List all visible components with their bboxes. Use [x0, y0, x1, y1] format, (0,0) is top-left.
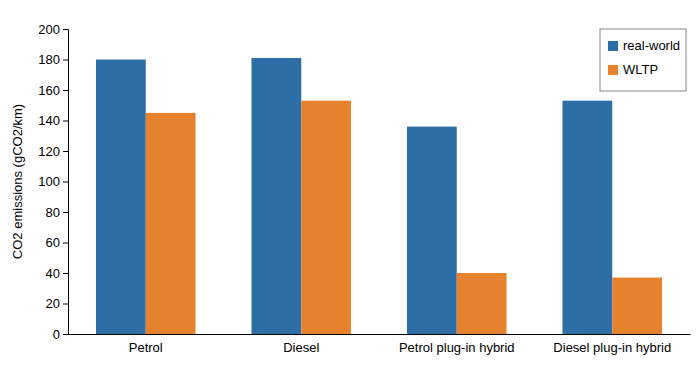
- plot: 020406080100120140160180200PetrolDieselP…: [38, 22, 690, 356]
- legend-item: WLTP: [608, 62, 658, 77]
- y-tick: 20: [46, 296, 68, 311]
- y-tick-label: 180: [38, 52, 60, 67]
- bar: [612, 278, 662, 334]
- y-tick-label: 120: [38, 144, 60, 159]
- legend-swatch: [608, 65, 618, 75]
- bars: [96, 58, 662, 334]
- y-tick-mark: [63, 121, 68, 122]
- y-tick-mark: [63, 334, 68, 335]
- y-tick-label: 140: [38, 113, 60, 128]
- y-tick: 120: [38, 144, 68, 159]
- y-tick: 100: [38, 174, 68, 189]
- y-tick-mark: [63, 273, 68, 274]
- y-tick: 80: [46, 205, 68, 220]
- y-tick-label: 0: [53, 327, 60, 342]
- chart: 020406080100120140160180200PetrolDieselP…: [0, 0, 700, 366]
- bar-series: [146, 101, 662, 334]
- y-tick-mark: [63, 304, 68, 305]
- y-tick-label: 80: [46, 205, 60, 220]
- legend-frame: [600, 29, 686, 91]
- x-tick-label: Petrol: [129, 340, 163, 355]
- x-tick: Diesel plug-in hybrid: [553, 334, 671, 355]
- y-axis-title: CO2 emissions (gCO2/km): [10, 104, 25, 259]
- y-tick-label: 200: [38, 22, 60, 37]
- legend-swatch: [608, 41, 618, 51]
- legend-item: real-world: [608, 38, 680, 53]
- y-tick-label: 60: [46, 235, 60, 250]
- y-tick: 0: [53, 327, 68, 342]
- bar: [96, 60, 146, 335]
- bar: [301, 101, 351, 334]
- y-tick-label: 20: [46, 296, 60, 311]
- y-tick-mark: [63, 182, 68, 183]
- x-tick: Petrol plug-in hybrid: [399, 334, 515, 355]
- y-tick-label: 40: [46, 266, 60, 281]
- x-tick-label: Diesel plug-in hybrid: [553, 340, 671, 355]
- bar: [457, 273, 507, 334]
- legend: real-world WLTP: [600, 29, 686, 91]
- y-tick: 180: [38, 52, 68, 67]
- y-tick-mark: [63, 243, 68, 244]
- x-axis: Petrol Diesel Petrol plug-in hybrid Diesel …: [69, 334, 691, 355]
- y-tick: 140: [38, 113, 68, 128]
- bar: [146, 113, 196, 334]
- legend-label: real-world: [623, 38, 680, 53]
- y-tick: 40: [46, 266, 68, 281]
- y-tick-label: 160: [38, 83, 60, 98]
- y-tick: 160: [38, 83, 68, 98]
- x-axis-line: [69, 334, 691, 335]
- y-tick: 60: [46, 235, 68, 250]
- bar: [251, 58, 301, 334]
- x-tick-label: Diesel: [283, 340, 319, 355]
- y-tick-mark: [63, 212, 68, 213]
- y-tick-mark: [63, 29, 68, 30]
- bar: [562, 101, 612, 334]
- x-tick-label: Petrol plug-in hybrid: [399, 340, 515, 355]
- y-axis-line: [63, 30, 69, 335]
- x-tick: Petrol: [129, 334, 163, 355]
- x-tick: Diesel: [283, 334, 319, 355]
- y-tick-mark: [63, 151, 68, 152]
- y-tick-mark: [63, 90, 68, 91]
- bar-series: [96, 58, 612, 334]
- legend-label: WLTP: [623, 62, 658, 77]
- y-tick: 200: [38, 22, 68, 37]
- y-tick-label: 100: [38, 174, 60, 189]
- bar: [407, 127, 457, 334]
- y-axis: 0 20 40 60 80 100 120 140 160 180 200: [38, 22, 68, 342]
- y-tick-mark: [63, 60, 68, 61]
